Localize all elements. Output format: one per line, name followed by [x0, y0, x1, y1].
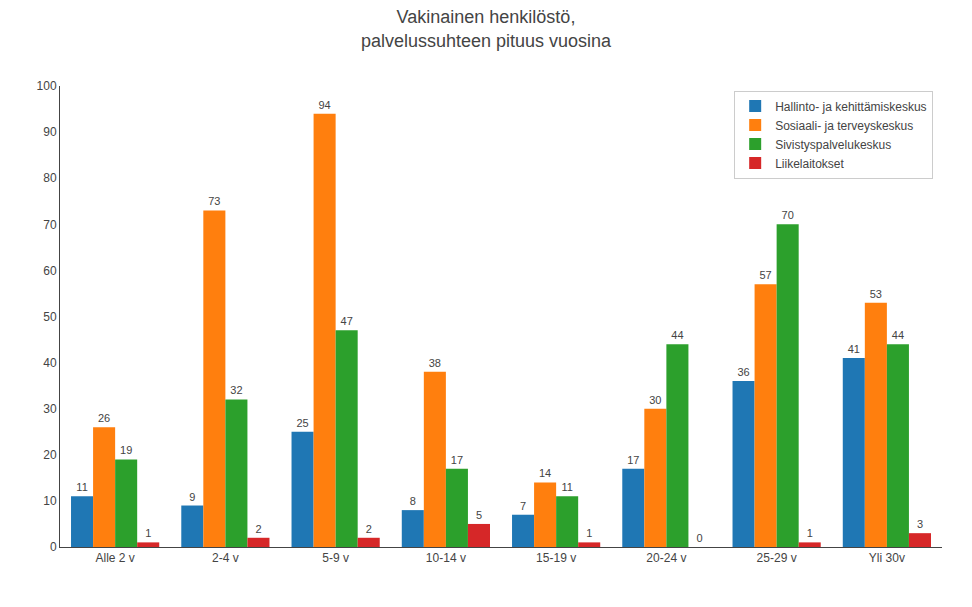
svg-text:20: 20 — [43, 448, 57, 462]
svg-text:44: 44 — [671, 329, 683, 341]
svg-text:5-9 v: 5-9 v — [322, 551, 349, 565]
svg-text:Yli 30v: Yli 30v — [869, 551, 905, 565]
svg-text:20-24 v: 20-24 v — [646, 551, 686, 565]
svg-text:0: 0 — [696, 532, 702, 544]
svg-text:80: 80 — [43, 171, 57, 185]
svg-text:90: 90 — [43, 125, 57, 139]
svg-text:9: 9 — [189, 491, 195, 503]
svg-text:Sosiaali- ja terveyskeskus: Sosiaali- ja terveyskeskus — [775, 119, 913, 133]
svg-text:70: 70 — [782, 209, 794, 221]
svg-text:100: 100 — [37, 79, 57, 93]
svg-text:10: 10 — [43, 494, 57, 508]
svg-text:3: 3 — [917, 518, 923, 530]
svg-text:38: 38 — [429, 357, 441, 369]
svg-text:73: 73 — [208, 195, 220, 207]
svg-text:5: 5 — [476, 509, 482, 521]
svg-text:11: 11 — [76, 481, 87, 493]
svg-text:1: 1 — [807, 527, 813, 539]
svg-text:17: 17 — [627, 454, 639, 466]
svg-text:7: 7 — [520, 500, 526, 512]
svg-text:32: 32 — [230, 384, 242, 396]
svg-text:Sivistyspalvelukeskus: Sivistyspalvelukeskus — [775, 138, 891, 152]
svg-text:10-14 v: 10-14 v — [426, 551, 466, 565]
svg-text:26: 26 — [98, 412, 110, 424]
svg-text:50: 50 — [43, 310, 57, 324]
svg-text:14: 14 — [539, 467, 551, 479]
svg-text:0: 0 — [50, 540, 57, 554]
svg-text:2-4 v: 2-4 v — [212, 551, 239, 565]
svg-text:60: 60 — [43, 264, 57, 278]
svg-text:25: 25 — [296, 417, 308, 429]
svg-text:8: 8 — [410, 495, 416, 507]
svg-text:2: 2 — [255, 523, 261, 535]
svg-text:30: 30 — [649, 394, 661, 406]
svg-text:19: 19 — [120, 444, 132, 456]
svg-text:41: 41 — [848, 343, 860, 355]
svg-text:57: 57 — [759, 269, 771, 281]
svg-text:11: 11 — [561, 481, 572, 493]
svg-text:Hallinto- ja kehittämiskeskus: Hallinto- ja kehittämiskeskus — [775, 100, 926, 114]
svg-text:47: 47 — [341, 315, 353, 327]
svg-text:25-29 v: 25-29 v — [757, 551, 797, 565]
svg-text:36: 36 — [737, 366, 749, 378]
svg-text:1: 1 — [145, 527, 151, 539]
svg-text:15-19 v: 15-19 v — [536, 551, 576, 565]
svg-text:Alle 2 v: Alle 2 v — [95, 551, 134, 565]
svg-text:30: 30 — [43, 402, 57, 416]
svg-text:53: 53 — [870, 288, 882, 300]
svg-text:44: 44 — [892, 329, 904, 341]
svg-text:2: 2 — [366, 523, 372, 535]
svg-text:Vakinainen henkilöstö,palvelus: Vakinainen henkilöstö,palvelussuhteen pi… — [361, 7, 612, 50]
svg-text:94: 94 — [318, 99, 330, 111]
svg-text:40: 40 — [43, 356, 57, 370]
svg-text:70: 70 — [43, 218, 57, 232]
svg-text:17: 17 — [451, 454, 463, 466]
svg-text:Liikelaitokset: Liikelaitokset — [775, 157, 844, 171]
svg-text:1: 1 — [586, 527, 592, 539]
